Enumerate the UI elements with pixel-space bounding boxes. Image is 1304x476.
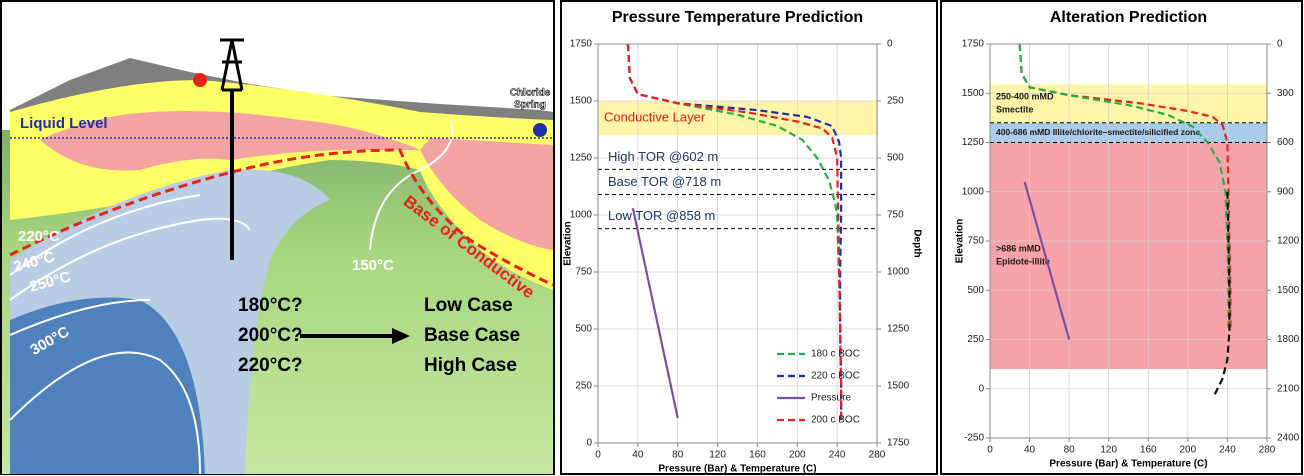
scenario-temperature: 180°C? bbox=[238, 295, 303, 316]
y2-tick-label: 1800 bbox=[1277, 334, 1300, 345]
reference-label: Low TOR @858 m bbox=[608, 208, 715, 223]
y2-tick-label: 1200 bbox=[1277, 236, 1300, 247]
y-tick-label: 250 bbox=[575, 381, 592, 392]
y2-tick-label: 1500 bbox=[887, 381, 910, 392]
y-tick-label: 1250 bbox=[962, 137, 985, 148]
isotherm-label: 220°C bbox=[18, 228, 60, 245]
y2-tick-label: 1250 bbox=[887, 324, 910, 335]
band-label: >686 mMD bbox=[996, 244, 1041, 254]
y-tick-label: 500 bbox=[967, 285, 984, 296]
scenario-case: Base Case bbox=[424, 325, 520, 346]
y-tick-label: 250 bbox=[967, 334, 984, 345]
frame bbox=[561, 1, 937, 474]
chart: Alteration Prediction 250-400 mMD Smectite… bbox=[940, 0, 1304, 476]
y2-tick-label: 300 bbox=[1277, 88, 1294, 99]
y2-tick-label: 1500 bbox=[1277, 285, 1300, 296]
scenario-case: High Case bbox=[424, 355, 517, 376]
y-axis-label: Elevation bbox=[563, 221, 574, 265]
y2-tick-label: 600 bbox=[1277, 137, 1294, 148]
y2-axis-label: Depth bbox=[911, 229, 922, 257]
x-tick-label: 40 bbox=[1024, 445, 1036, 456]
x-tick-label: 160 bbox=[749, 450, 766, 461]
x-tick-label: 80 bbox=[672, 450, 684, 461]
reference-label: High TOR @602 m bbox=[608, 149, 718, 164]
y2-tick-label: 750 bbox=[887, 210, 904, 221]
legend-label: Pressure bbox=[811, 393, 851, 404]
x-tick-label: 160 bbox=[1140, 445, 1157, 456]
geology-diagram: Liquid Level Chloride Spring 220°C 240°C… bbox=[0, 0, 556, 476]
x-axis-label: Pressure (Bar) & Temperature (C) bbox=[1049, 459, 1207, 470]
chart-title: Pressure Temperature Prediction bbox=[612, 9, 863, 26]
x-tick-label: 80 bbox=[1064, 445, 1076, 456]
band-label: Smectite bbox=[996, 104, 1034, 114]
x-tick-label: 0 bbox=[987, 445, 993, 456]
y2-tick-label: 250 bbox=[887, 96, 904, 107]
band-label: 400-686 mMD Illite/chlorite–smectite/sil… bbox=[996, 127, 1200, 137]
y2-tick-label: 2400 bbox=[1277, 433, 1300, 444]
spring-icon bbox=[533, 123, 547, 137]
y-tick-label: 1000 bbox=[962, 186, 985, 197]
y-tick-label: 0 bbox=[586, 438, 592, 449]
y-axis-label: Elevation bbox=[955, 219, 966, 263]
x-tick-label: 200 bbox=[789, 450, 806, 461]
x-tick-label: 240 bbox=[829, 450, 846, 461]
y-tick-label: 1500 bbox=[962, 88, 985, 99]
y2-tick-label: 500 bbox=[887, 153, 904, 164]
scenario-temperature: 220°C? bbox=[238, 355, 303, 376]
y2-tick-label: 1750 bbox=[887, 438, 910, 449]
y-tick-label: -250 bbox=[964, 433, 984, 444]
y2-tick-label: 2100 bbox=[1277, 383, 1300, 394]
band-label: Epidote-illite bbox=[996, 257, 1050, 267]
legend-label: 200 c BOC bbox=[811, 415, 860, 426]
legend-label: 220 c BOC bbox=[811, 371, 860, 382]
y-tick-label: 750 bbox=[967, 236, 984, 247]
x-tick-label: 120 bbox=[1100, 445, 1117, 456]
legend-label: 180 c BOC bbox=[811, 349, 860, 360]
x-tick-label: 240 bbox=[1219, 445, 1236, 456]
liquid-level: Liquid Level bbox=[20, 115, 108, 132]
band-label: 250-400 mMD bbox=[996, 91, 1054, 101]
x-tick-label: 280 bbox=[869, 450, 886, 461]
y2-tick-label: 0 bbox=[1277, 39, 1283, 50]
y-tick-label: 1750 bbox=[570, 39, 593, 50]
scenario-case: Low Case bbox=[424, 295, 513, 316]
page: Liquid Level Chloride Spring 220°C 240°C… bbox=[0, 0, 1304, 476]
x-tick-label: 120 bbox=[709, 450, 726, 461]
y-tick-label: 0 bbox=[978, 383, 984, 394]
reference-label: Base TOR @718 m bbox=[608, 174, 721, 189]
spring-label: Chloride bbox=[510, 88, 551, 99]
chart: Pressure Temperature Prediction Conductiv… bbox=[560, 0, 938, 476]
y-tick-label: 750 bbox=[575, 267, 592, 278]
x-tick-label: 280 bbox=[1259, 445, 1276, 456]
y-tick-label: 1000 bbox=[570, 210, 593, 221]
x-tick-label: 200 bbox=[1180, 445, 1197, 456]
y-tick-label: 1250 bbox=[570, 153, 593, 164]
x-tick-label: 0 bbox=[595, 450, 601, 461]
y2-tick-label: 900 bbox=[1277, 186, 1294, 197]
x-axis-label: Pressure (Bar) & Temperature (C) bbox=[658, 464, 816, 475]
band-label: Conductive Layer bbox=[604, 110, 706, 125]
y2-tick-label: 0 bbox=[887, 39, 893, 50]
well-head bbox=[193, 73, 207, 87]
isotherm-label: 150°C bbox=[352, 257, 394, 274]
y-tick-label: 500 bbox=[575, 324, 592, 335]
y-tick-label: 1750 bbox=[962, 39, 985, 50]
y2-tick-label: 1000 bbox=[887, 267, 910, 278]
x-tick-label: 40 bbox=[632, 450, 644, 461]
spring-label: Spring bbox=[514, 100, 546, 111]
scenario-temperature: 200°C? bbox=[238, 325, 303, 346]
chart-title: Alteration Prediction bbox=[1050, 9, 1207, 26]
y-tick-label: 1500 bbox=[570, 96, 593, 107]
